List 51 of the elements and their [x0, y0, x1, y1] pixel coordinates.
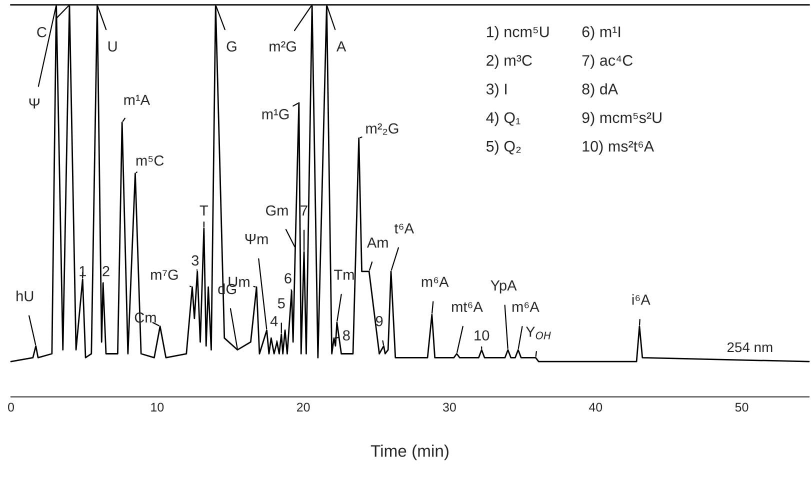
annotation: A [336, 41, 346, 52]
annotation: 10) ms²t⁶A [582, 140, 654, 155]
annotation: 4) Q₁ [486, 112, 520, 126]
x-tick-label: 20 [296, 402, 310, 412]
annotation: m⁶A [422, 276, 449, 287]
annotation: m⁶A [512, 302, 540, 312]
annotation: 4 [270, 316, 278, 326]
annotation: m⁷G [151, 270, 178, 280]
annotation: 10 [474, 330, 490, 341]
annotation: 3) I [486, 83, 506, 98]
annotation: 6 [284, 273, 292, 284]
annotation: m²₂G [366, 123, 398, 135]
annotation: 5 [278, 298, 285, 308]
annotation: 3 [192, 255, 199, 266]
annotation: 9) mcm⁵s²U [582, 112, 662, 126]
annotation: 6) m¹I [582, 26, 620, 40]
x-tick-label: 30 [442, 402, 456, 412]
x-tick-label: 0 [8, 402, 14, 412]
annotation: m¹A [124, 94, 150, 105]
annotation: m²G [270, 41, 296, 52]
annotation: 7 [300, 205, 308, 216]
annotation: 8 [343, 330, 350, 341]
annotation: Ψ [29, 98, 40, 109]
annotation: hU [16, 290, 34, 302]
annotation: 9 [376, 316, 383, 326]
annotation: G [226, 41, 236, 52]
annotation: 1) ncm⁵U [486, 26, 549, 40]
annotation: Am [366, 238, 388, 248]
annotation: i⁶A [632, 294, 650, 305]
x-tick-label: 50 [735, 402, 748, 412]
x-tick-label: 10 [151, 402, 164, 412]
annotation: T [200, 205, 208, 216]
x-axis-title: Time (min) [370, 444, 448, 460]
annotation: m⁵C [136, 155, 164, 166]
annotation: 8) dA [582, 83, 618, 98]
annotation: Ψm [245, 234, 268, 244]
annotation: m¹G [262, 109, 289, 120]
annotation: 2) m³C [486, 54, 532, 69]
annotation: mt⁶A [452, 302, 483, 312]
annotation: Gm [266, 205, 288, 216]
x-tick-label: 40 [588, 402, 602, 412]
annotation: Y$_{OH}$ [526, 326, 551, 340]
annotation: 7) ac⁴C [582, 54, 633, 69]
annotation: 2 [102, 266, 110, 276]
annotation: YpA [490, 280, 517, 294]
annotation: U [108, 41, 117, 52]
annotation: 254 nm [727, 342, 772, 352]
annotation: t⁶A [394, 223, 414, 234]
annotation: 5) Q₂ [486, 140, 521, 155]
annotation: C [37, 26, 46, 38]
annotation: Tm [334, 270, 354, 280]
